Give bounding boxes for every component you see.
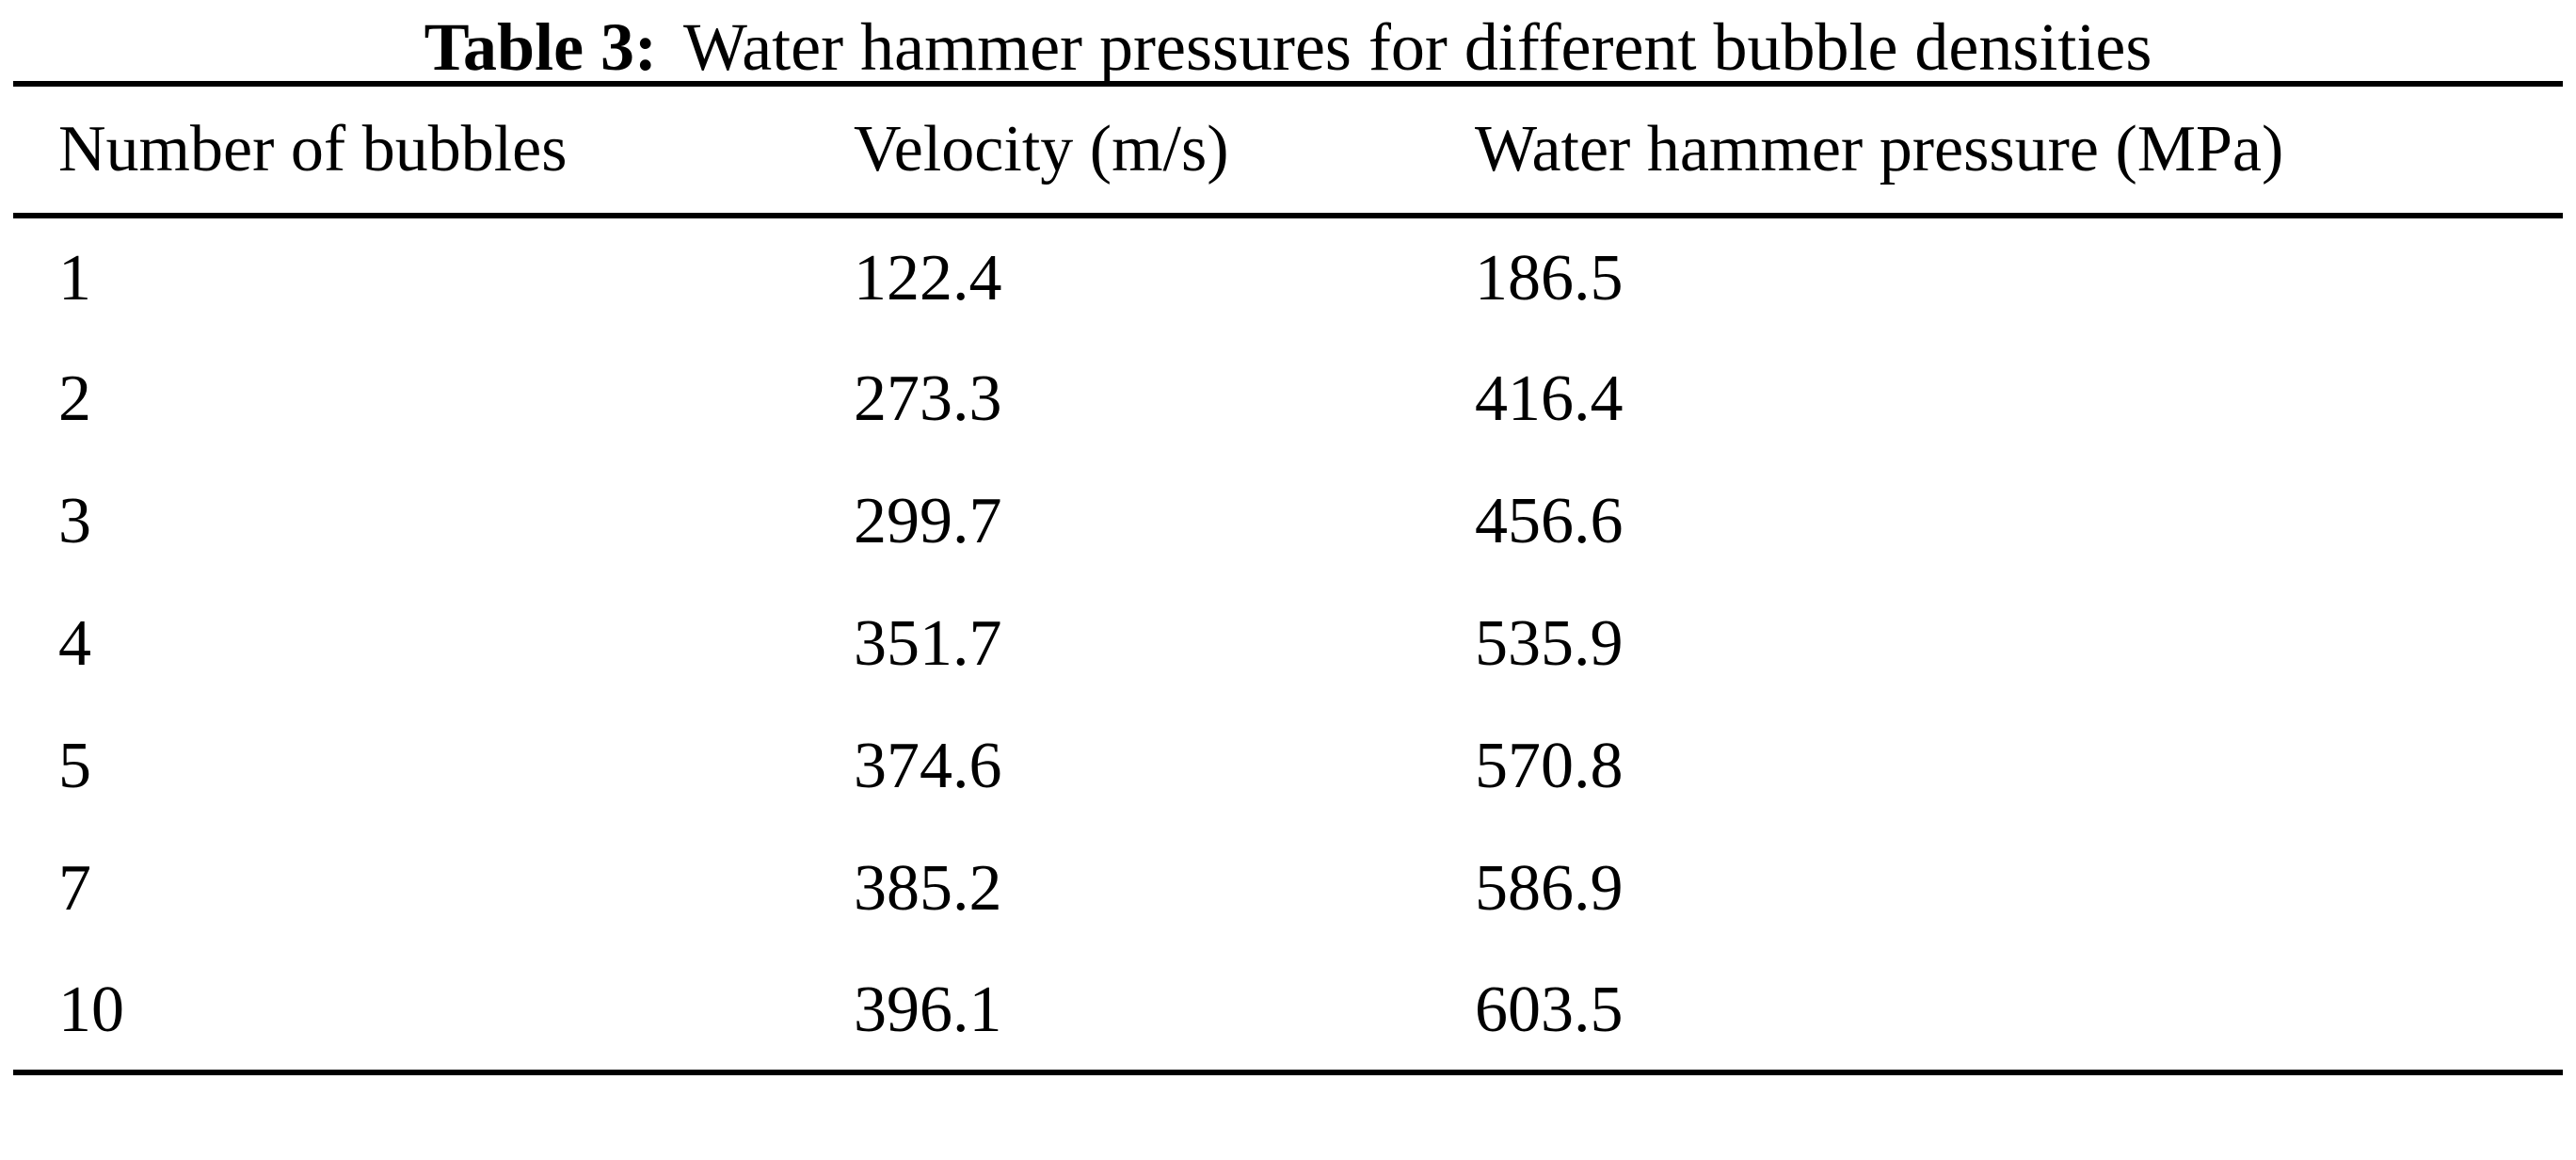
cell-bubbles: 4 [58, 607, 91, 680]
cell-velocity: 385.2 [854, 852, 1002, 925]
cell-velocity: 396.1 [854, 973, 1002, 1046]
table-row: 3 299.7 456.6 [13, 460, 2563, 583]
cell-bubbles: 7 [58, 852, 91, 925]
table-body: 1 122.4 186.5 2 273.3 416.4 3 299.7 456.… [13, 216, 2563, 1072]
cell-velocity: 374.6 [854, 730, 1002, 802]
header-velocity: Velocity (m/s) [854, 113, 1229, 185]
cell-pressure: 535.9 [1475, 607, 1624, 680]
table-caption-text: Water hammer pressures for different bub… [683, 9, 2152, 85]
table-row: 2 273.3 416.4 [13, 338, 2563, 460]
cell-pressure: 570.8 [1475, 730, 1624, 802]
cell-bubbles: 10 [58, 973, 124, 1046]
header-number-of-bubbles: Number of bubbles [58, 113, 568, 185]
table-row: 10 396.1 603.5 [13, 950, 2563, 1072]
cell-velocity: 273.3 [854, 362, 1002, 435]
cell-pressure: 586.9 [1475, 852, 1624, 925]
cell-pressure: 456.6 [1475, 485, 1624, 557]
cell-pressure: 603.5 [1475, 973, 1624, 1046]
cell-velocity: 122.4 [854, 241, 1002, 314]
cell-bubbles: 3 [58, 485, 91, 557]
table-row: 1 122.4 186.5 [13, 216, 2563, 338]
cell-velocity: 351.7 [854, 607, 1002, 680]
cell-bubbles: 1 [58, 241, 91, 314]
table-caption: Table 3: Water hammer pressures for diffe… [0, 0, 2576, 81]
water-hammer-table: Number of bubbles Velocity (m/s) Water h… [13, 81, 2563, 1075]
cell-bubbles: 5 [58, 730, 91, 802]
header-pressure: Water hammer pressure (MPa) [1475, 113, 2284, 185]
table-row: 7 385.2 586.9 [13, 828, 2563, 950]
header-row: Number of bubbles Velocity (m/s) Water h… [13, 84, 2563, 216]
cell-velocity: 299.7 [854, 485, 1002, 557]
cell-pressure: 186.5 [1475, 241, 1624, 314]
table-header: Number of bubbles Velocity (m/s) Water h… [13, 84, 2563, 216]
table-caption-label: Table 3: [424, 9, 658, 85]
table-row: 4 351.7 535.9 [13, 583, 2563, 705]
cell-bubbles: 2 [58, 362, 91, 435]
cell-pressure: 416.4 [1475, 362, 1624, 435]
table-row: 5 374.6 570.8 [13, 705, 2563, 828]
